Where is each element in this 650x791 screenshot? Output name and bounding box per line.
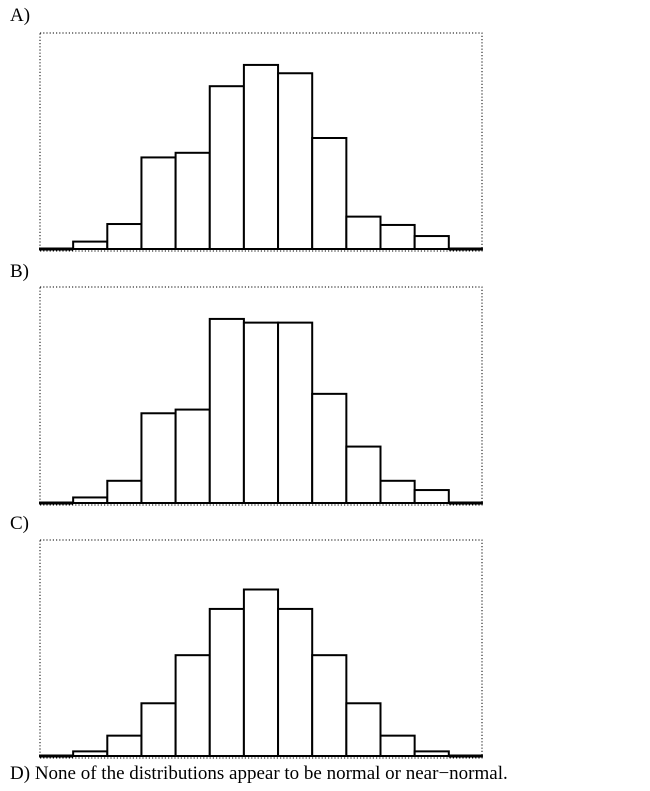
option-c-label: C) (10, 513, 29, 534)
histogram-bar (345, 445, 382, 504)
histogram-bar (106, 479, 143, 505)
histogram-bar (242, 321, 280, 504)
histogram-bar (72, 496, 109, 504)
histogram-bar (106, 734, 143, 757)
histogram-bar (345, 215, 382, 250)
histogram-bar (140, 156, 177, 250)
histogram-bar (208, 607, 245, 757)
histogram-bar (208, 85, 245, 251)
histogram-bar (140, 702, 177, 757)
histogram-bar (379, 223, 416, 250)
histogram-bar (277, 321, 314, 504)
histogram-bar (140, 412, 177, 504)
histogram-bar (277, 72, 314, 250)
histogram-bar (413, 489, 450, 505)
histogram-bar (413, 750, 450, 757)
histogram-a (39, 32, 483, 252)
histogram-bar (311, 392, 348, 504)
option-d: D) None of the distributions appear to b… (10, 764, 508, 784)
histogram-bar (174, 408, 211, 504)
plot-frame-a (39, 32, 483, 252)
option-d-label: D) (10, 763, 31, 784)
histogram-bar (379, 734, 416, 757)
histogram-bar (345, 702, 382, 757)
plot-frame-c (39, 539, 483, 759)
histogram-c (39, 539, 483, 759)
plot-frame-b (39, 286, 483, 506)
histogram-bar (413, 235, 450, 251)
histogram-bar (277, 607, 314, 757)
histogram-bar (208, 317, 245, 504)
histogram-bar (72, 240, 109, 251)
histogram-bar (72, 750, 109, 757)
histogram-bar (242, 588, 280, 757)
histogram-bar (311, 654, 348, 757)
histogram-bar (174, 654, 211, 757)
option-d-text: None of the distributions appear to be n… (34, 763, 508, 784)
option-a-label: A) (10, 5, 31, 26)
histogram-bar (242, 63, 280, 250)
histogram-bar (311, 137, 348, 250)
histogram-b (39, 286, 483, 506)
histogram-bar (174, 151, 211, 250)
histogram-bar (106, 223, 143, 250)
option-b-label: B) (10, 261, 29, 282)
histogram-bar (379, 479, 416, 505)
